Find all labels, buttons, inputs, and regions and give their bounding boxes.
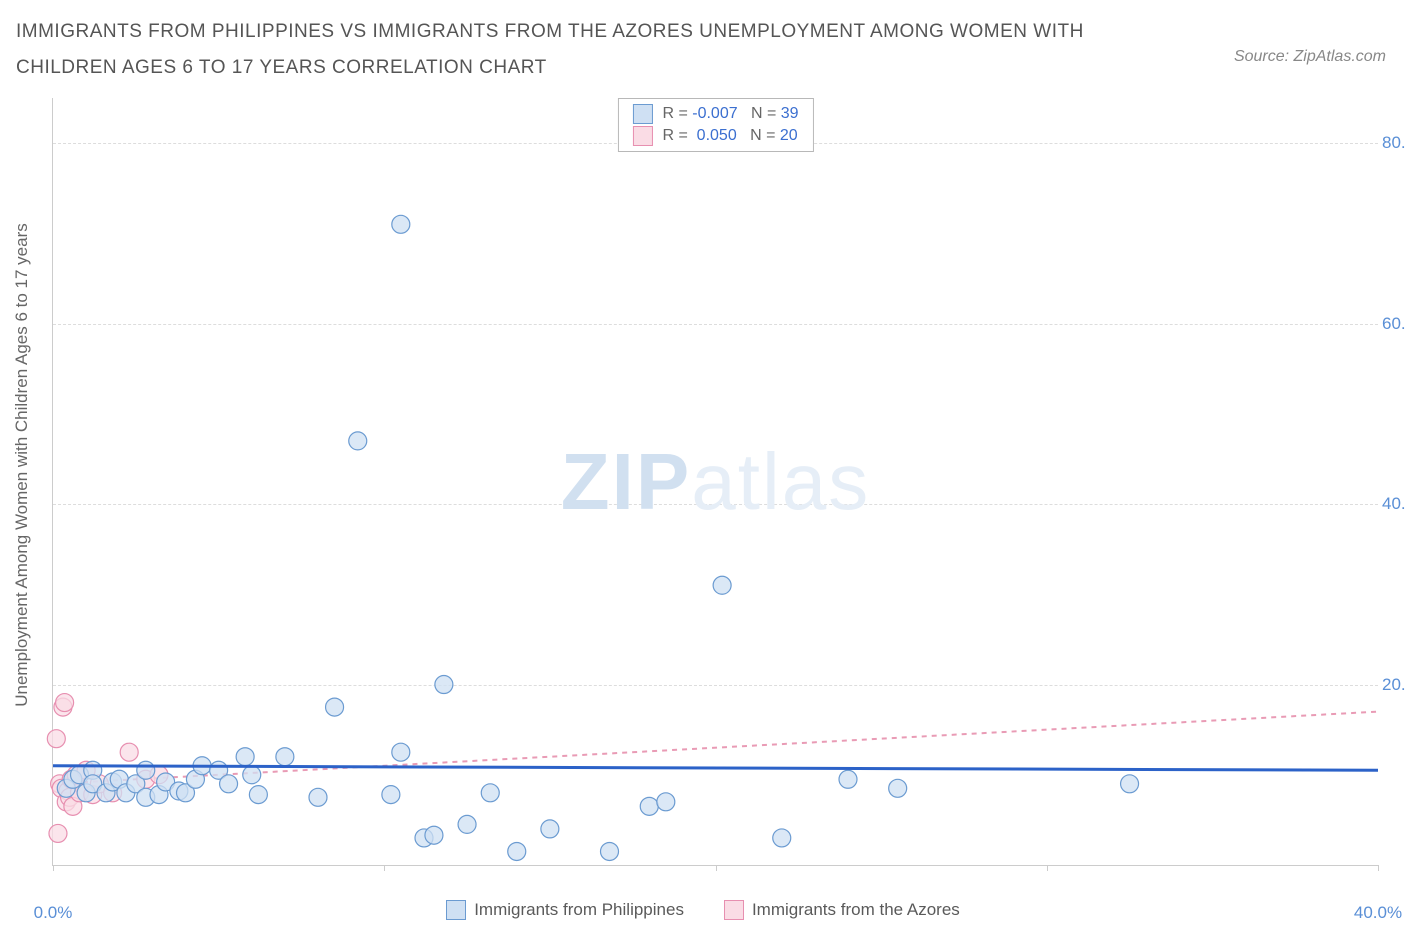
point-philippines [425,826,443,844]
chart-plot-area: ZIPatlas R = -0.007 N = 39 R = 0.050 N =… [52,98,1378,866]
point-philippines [309,788,327,806]
point-philippines [657,793,675,811]
point-philippines [220,775,238,793]
x-tick [1378,865,1379,871]
point-philippines [382,786,400,804]
point-philippines [137,761,155,779]
point-philippines [1121,775,1139,793]
point-philippines [508,842,526,860]
x-tick [384,865,385,871]
point-philippines [601,842,619,860]
legend-label-azores: Immigrants from the Azores [752,900,960,920]
legend-swatch-azores-bottom [724,900,744,920]
legend-swatch-philippines [632,104,652,124]
point-philippines [326,698,344,716]
point-azores [49,824,67,842]
chart-title: IMMIGRANTS FROM PHILIPPINES VS IMMIGRANT… [16,14,1116,86]
point-philippines [392,215,410,233]
point-philippines [349,432,367,450]
point-philippines [435,676,453,694]
point-philippines [773,829,791,847]
legend-swatch-azores [632,126,652,146]
point-azores [47,730,65,748]
point-philippines [889,779,907,797]
point-philippines [249,786,267,804]
point-philippines [713,576,731,594]
point-azores [56,694,74,712]
plot-svg [53,98,1378,865]
point-philippines [276,748,294,766]
legend-item-azores: Immigrants from the Azores [724,900,960,920]
y-tick-label: 60.0% [1382,314,1406,334]
y-axis-title: Unemployment Among Women with Children A… [12,223,32,707]
legend-stats-row-azores: R = 0.050 N = 20 [632,125,798,147]
point-philippines [541,820,559,838]
point-philippines [236,748,254,766]
point-philippines [458,815,476,833]
point-philippines [640,797,658,815]
point-philippines [481,784,499,802]
legend-label-philippines: Immigrants from Philippines [474,900,684,920]
legend-stats-row-philippines: R = -0.007 N = 39 [632,103,798,125]
x-tick [716,865,717,871]
y-tick-label: 20.0% [1382,675,1406,695]
point-philippines [839,770,857,788]
y-tick-label: 40.0% [1382,494,1406,514]
legend-stats-box: R = -0.007 N = 39 R = 0.050 N = 20 [617,98,813,152]
legend-swatch-philippines-bottom [446,900,466,920]
point-philippines [243,766,261,784]
legend-series: Immigrants from Philippines Immigrants f… [0,900,1406,920]
y-tick-label: 80.0% [1382,133,1406,153]
x-tick [53,865,54,871]
legend-item-philippines: Immigrants from Philippines [446,900,684,920]
point-philippines [392,743,410,761]
point-azores [120,743,138,761]
x-tick [1047,865,1048,871]
source-attribution: Source: ZipAtlas.com [1234,48,1386,66]
